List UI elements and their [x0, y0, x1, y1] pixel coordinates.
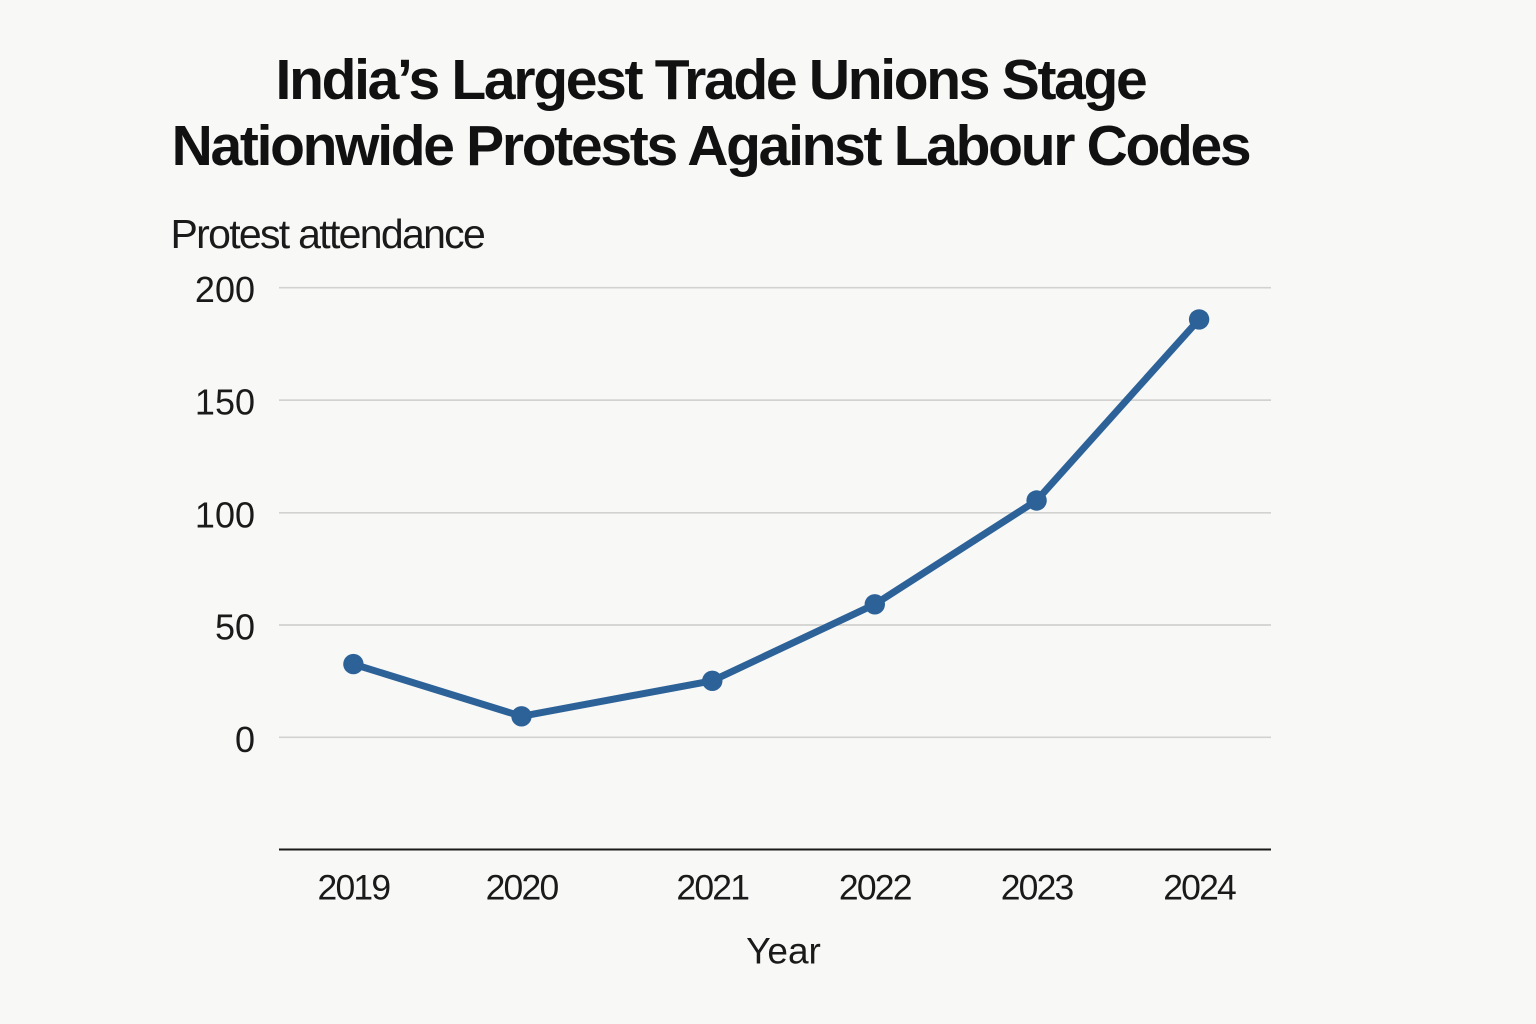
svg-text:50: 50 — [215, 607, 255, 648]
svg-text:2022: 2022 — [839, 868, 911, 908]
svg-text:2019: 2019 — [318, 868, 391, 908]
svg-text:2020: 2020 — [486, 868, 559, 908]
svg-text:0: 0 — [235, 719, 255, 760]
svg-text:200: 200 — [195, 269, 255, 310]
svg-text:150: 150 — [195, 382, 255, 423]
svg-text:Year: Year — [746, 931, 821, 972]
svg-text:2024: 2024 — [1163, 868, 1236, 908]
svg-text:2023: 2023 — [1001, 868, 1074, 908]
svg-text:100: 100 — [195, 494, 255, 535]
svg-text:2021: 2021 — [676, 868, 749, 908]
